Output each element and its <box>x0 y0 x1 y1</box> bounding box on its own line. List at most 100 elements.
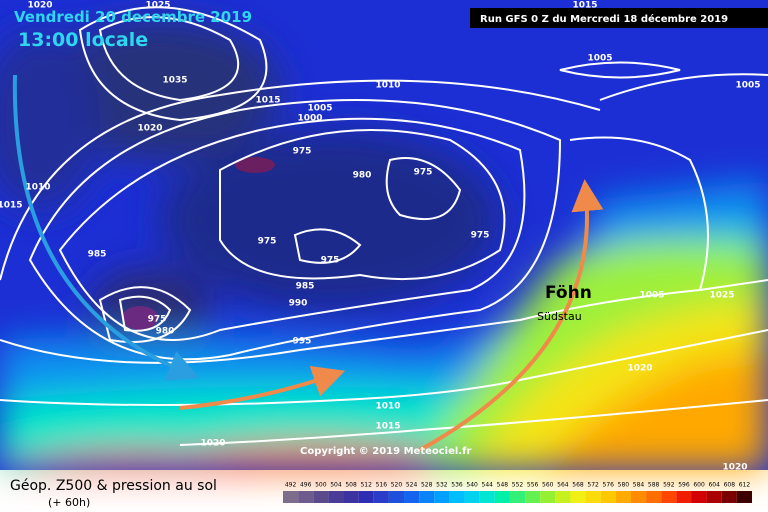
isobar-label: 1000 <box>297 114 322 124</box>
isobar-label: 985 <box>296 282 315 292</box>
scale-label: 512 <box>360 482 372 489</box>
scale-swatch <box>419 491 435 503</box>
scale-label: 524 <box>406 482 418 489</box>
scale-swatch <box>585 491 601 503</box>
scale-label: 588 <box>648 482 660 489</box>
isobar-label: 1015 <box>375 422 400 432</box>
scale-label: 600 <box>693 482 705 489</box>
scale-swatch <box>373 491 389 503</box>
isobar-label: 1005 <box>639 291 664 301</box>
isobar-label: 1015 <box>255 96 280 106</box>
isobar-label: 975 <box>148 315 167 325</box>
scale-swatch <box>570 491 586 503</box>
isobar-label: 1035 <box>162 76 187 86</box>
isobar-label: 1010 <box>375 402 400 412</box>
scale-label: 612 <box>739 482 751 489</box>
isobar-label: 1010 <box>25 183 50 193</box>
scale-label: 564 <box>557 482 569 489</box>
isobar-label: 975 <box>321 256 340 266</box>
isobar-label: 975 <box>293 147 312 157</box>
foehn: Föhn <box>545 283 592 303</box>
isobar-label: 975 <box>414 168 433 178</box>
scale-label: 536 <box>451 482 463 489</box>
scale-swatch <box>434 491 450 503</box>
isobar-label: 1020 <box>137 124 162 134</box>
scale-swatch <box>676 491 692 503</box>
isobar-label: 995 <box>293 337 312 347</box>
scale-swatch <box>525 491 541 503</box>
scale-label: 508 <box>345 482 357 489</box>
scale-swatch <box>630 491 647 503</box>
scale-swatch <box>600 491 616 503</box>
isobar-label: 1005 <box>307 104 332 114</box>
scale-label: 604 <box>708 482 720 489</box>
scale-label: 592 <box>663 482 675 489</box>
flow-arrow <box>419 179 604 452</box>
isobar-label: 1020 <box>27 1 52 11</box>
scale-label: 552 <box>512 482 524 489</box>
isobar-label: 975 <box>258 237 277 247</box>
scale-label: 528 <box>421 482 433 489</box>
scale-label: 560 <box>542 482 554 489</box>
scale-label: 492 <box>285 482 297 489</box>
scale-swatch <box>509 491 526 503</box>
isobar-label: 985 <box>88 250 107 260</box>
scale-swatch <box>540 491 556 503</box>
scale-label: 504 <box>330 482 342 489</box>
scale-swatch <box>736 491 752 503</box>
scale-swatch <box>358 491 374 503</box>
flow-arrow <box>12 74 200 381</box>
scale-swatch <box>388 491 405 503</box>
footer-title: Géop. Z500 & pression au sol <box>10 478 217 494</box>
scale-label: 520 <box>391 482 403 489</box>
low-core <box>122 306 158 330</box>
scale-label: 580 <box>618 482 630 489</box>
scale-swatch <box>328 491 344 503</box>
isobar-label: 975 <box>471 231 490 241</box>
isobar-label: 1010 <box>375 81 400 91</box>
scale-swatch <box>661 491 677 503</box>
isobar-labels: 1020 102510351015102010101015100510009759… <box>0 1 761 473</box>
isobars <box>0 6 768 446</box>
copyright: Copyright © 2019 Meteociel.fr <box>300 446 471 457</box>
flow-arrow <box>179 366 346 410</box>
scale-label: 500 <box>315 482 327 489</box>
run-box <box>470 8 768 28</box>
isobar-label: 1015 <box>572 1 597 11</box>
isobar-label: 980 <box>156 327 175 337</box>
isobar-label: 1025 <box>145 1 170 11</box>
isobar-label: 1015 <box>0 201 23 211</box>
scale-swatch <box>646 491 662 503</box>
scale-label: 572 <box>587 482 599 489</box>
scale-label: 568 <box>572 482 584 489</box>
scale-label: 540 <box>466 482 478 489</box>
scale-swatch <box>494 491 510 503</box>
suedstau: Südstau <box>537 310 582 323</box>
scale-swatch <box>691 491 707 503</box>
color-scale: 492 496 500 504 508 512 516 520 524 528 532 536 540 5… <box>283 482 752 503</box>
scale-swatch <box>298 491 314 503</box>
lead-time: (+ 60h) <box>48 496 90 509</box>
date: Vendredi 20 decembre 2019 <box>14 8 252 26</box>
scale-swatch <box>449 491 465 503</box>
isobar-label: 1020 <box>627 364 652 374</box>
run: Run GFS 0 Z du Mercredi 18 décembre 2019 <box>480 13 728 25</box>
scale-label: 544 <box>482 482 494 489</box>
scale-label: 548 <box>497 482 509 489</box>
scale-swatch <box>343 491 359 503</box>
scale-label: 532 <box>436 482 448 489</box>
scale-swatch <box>313 491 329 503</box>
scale-swatch <box>706 491 722 503</box>
isobar-label: 1020 <box>722 463 747 473</box>
scale-swatch <box>479 491 495 503</box>
scale-label: 516 <box>376 482 388 489</box>
time: 13:00 locale <box>18 29 148 51</box>
isobar-label: 1025 <box>709 291 734 301</box>
scale-label: 596 <box>678 482 690 489</box>
scale-label: 584 <box>633 482 645 489</box>
scale-swatch <box>404 491 420 503</box>
scale-swatch <box>555 491 571 503</box>
isobar-label: 990 <box>289 299 308 309</box>
